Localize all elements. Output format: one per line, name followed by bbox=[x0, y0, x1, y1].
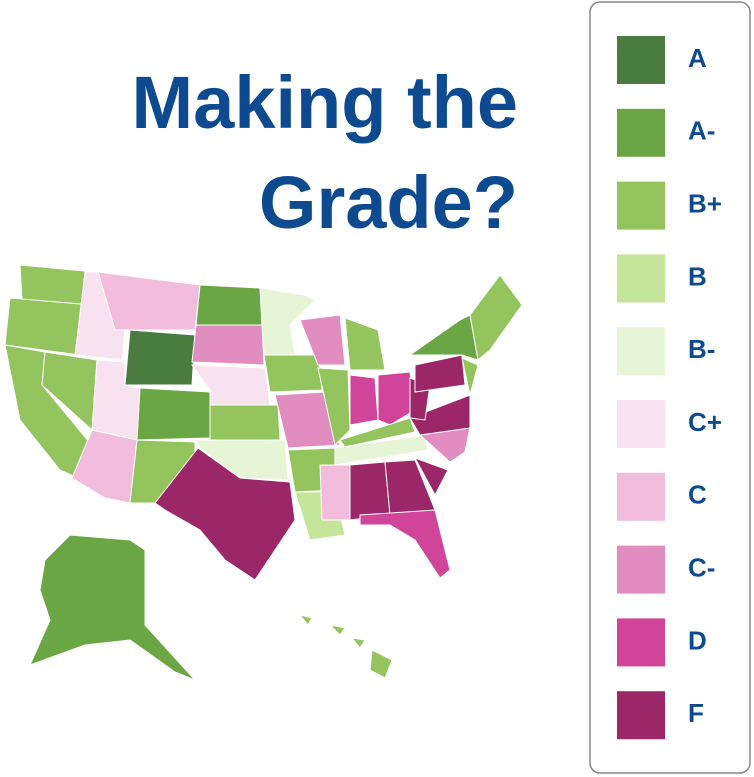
state bbox=[317, 367, 351, 446]
state bbox=[191, 324, 265, 366]
state bbox=[209, 404, 281, 441]
state bbox=[194, 439, 289, 481]
state bbox=[334, 434, 429, 466]
state bbox=[339, 417, 416, 448]
legend-label: B- bbox=[688, 334, 715, 364]
state bbox=[350, 637, 366, 649]
state bbox=[414, 354, 466, 393]
state bbox=[29, 534, 196, 681]
state bbox=[461, 357, 479, 396]
title-line: Making the bbox=[132, 61, 518, 144]
state bbox=[369, 649, 393, 679]
title-line: Grade? bbox=[259, 161, 518, 244]
legend-label: A- bbox=[688, 116, 715, 146]
state bbox=[469, 274, 523, 361]
legend-label: A bbox=[688, 43, 707, 73]
state bbox=[328, 624, 346, 636]
state bbox=[298, 614, 313, 626]
state bbox=[136, 387, 211, 441]
state bbox=[377, 371, 416, 426]
state bbox=[359, 509, 451, 579]
legend-swatch bbox=[617, 400, 665, 448]
state bbox=[71, 429, 138, 504]
legend-label: B bbox=[688, 261, 707, 291]
legend-swatch bbox=[617, 108, 665, 157]
legend-box bbox=[589, 1, 751, 774]
state bbox=[413, 457, 449, 497]
legend-label: C bbox=[688, 480, 707, 510]
state bbox=[409, 394, 471, 436]
legend-swatch bbox=[617, 36, 665, 84]
legend-swatch bbox=[617, 472, 665, 521]
state bbox=[319, 464, 351, 521]
legend-swatch bbox=[617, 691, 665, 740]
state bbox=[97, 271, 201, 331]
us-map bbox=[4, 264, 523, 681]
legend-label: F bbox=[688, 698, 704, 728]
legend-label: C- bbox=[688, 552, 715, 582]
state bbox=[349, 461, 391, 521]
legend-swatch bbox=[617, 181, 665, 230]
legend-swatch bbox=[617, 254, 665, 303]
state bbox=[349, 374, 379, 426]
legend-swatch bbox=[617, 545, 665, 594]
state bbox=[299, 314, 346, 366]
legend-swatch bbox=[617, 327, 665, 376]
state bbox=[124, 329, 196, 386]
state bbox=[195, 284, 263, 326]
legend-label: B+ bbox=[688, 188, 722, 218]
legend-swatch bbox=[617, 618, 665, 667]
state bbox=[408, 314, 479, 361]
state bbox=[274, 391, 341, 449]
state bbox=[263, 354, 323, 393]
state bbox=[154, 447, 296, 581]
state bbox=[344, 317, 386, 371]
legend-label: D bbox=[688, 625, 707, 655]
legend-label: C+ bbox=[688, 407, 722, 437]
